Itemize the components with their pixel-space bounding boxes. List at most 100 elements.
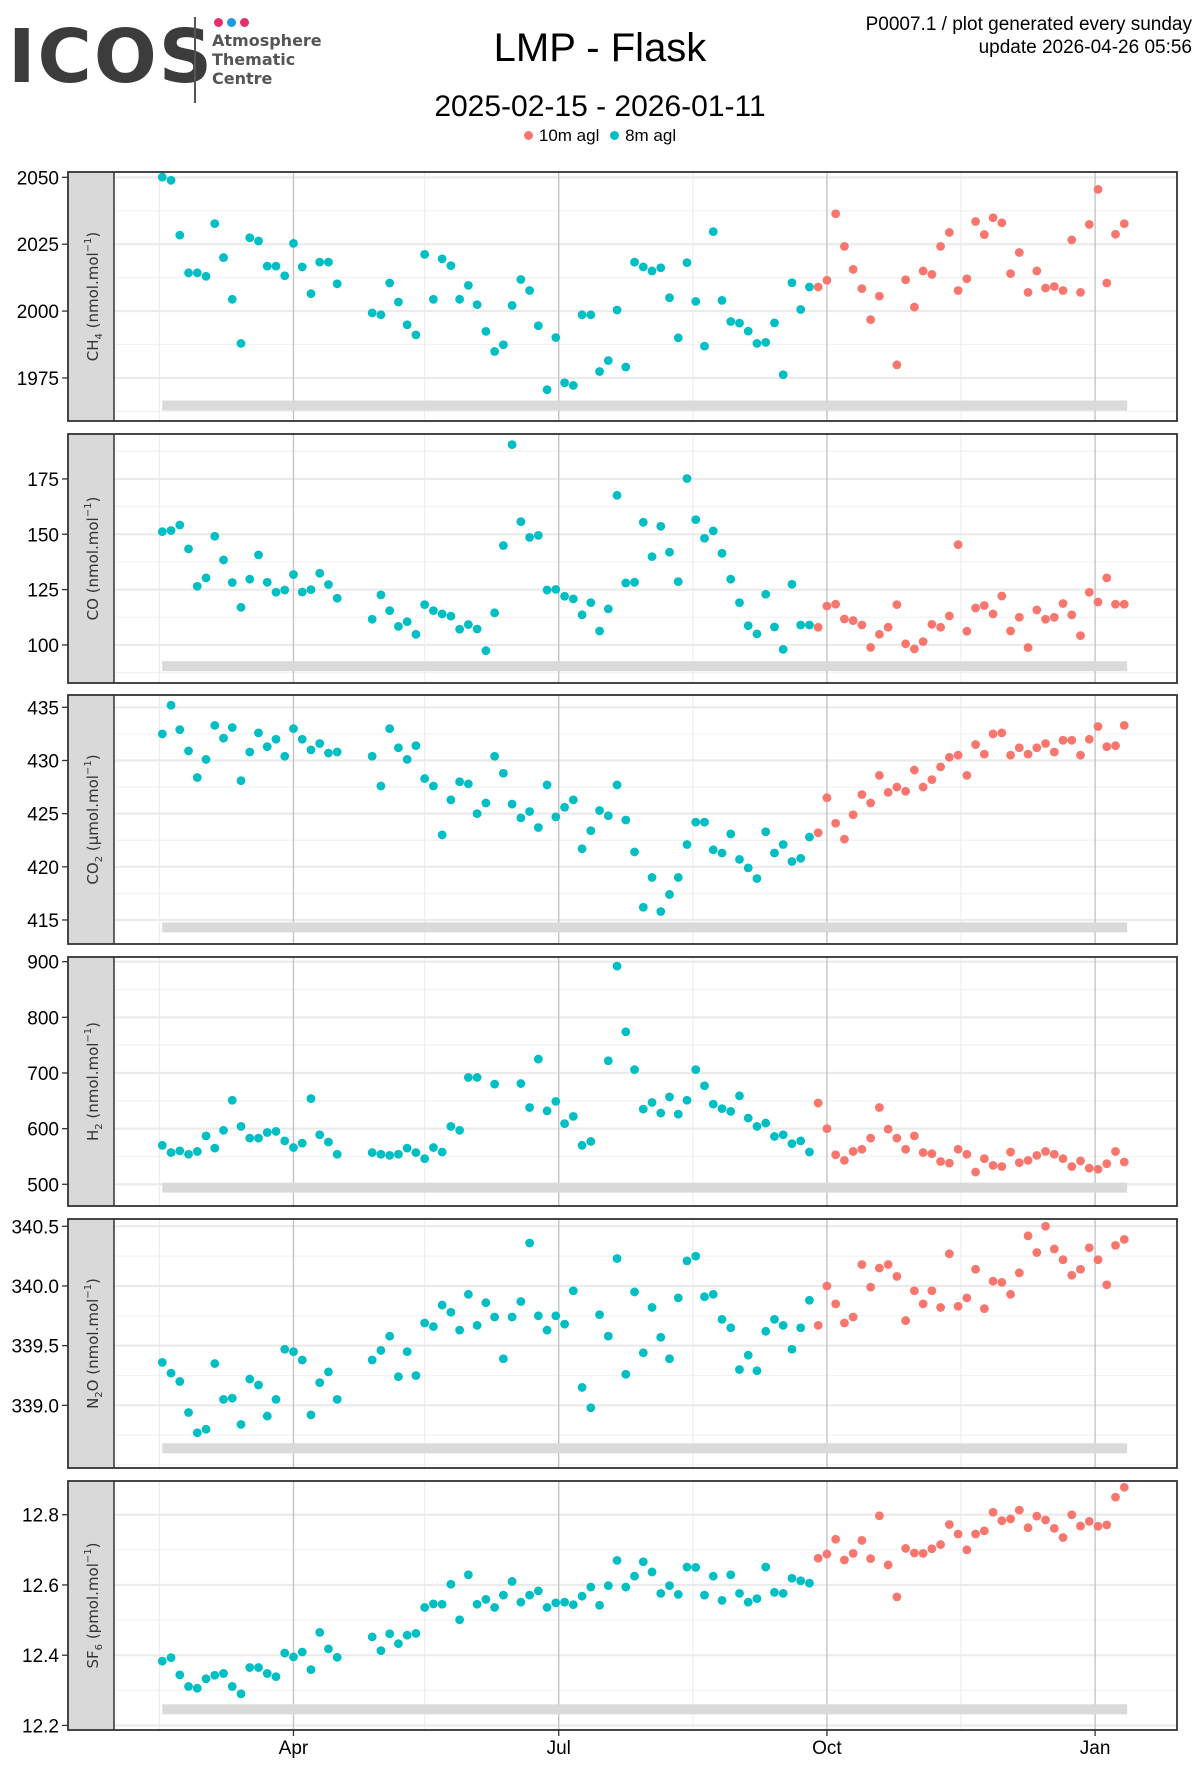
data-point xyxy=(1119,599,1129,609)
data-point xyxy=(551,1598,561,1608)
data-point xyxy=(638,1104,648,1114)
data-point xyxy=(805,832,814,842)
data-point xyxy=(612,490,622,500)
facet-label: H2 (nmol.mol−1) xyxy=(83,1022,105,1141)
data-point xyxy=(219,253,228,262)
data-point xyxy=(1111,741,1120,751)
data-point xyxy=(437,1300,447,1310)
data-point xyxy=(586,1137,596,1146)
data-point xyxy=(254,1380,263,1390)
data-point xyxy=(210,1143,220,1153)
data-point xyxy=(866,1282,876,1292)
data-point xyxy=(708,1099,718,1109)
data-point xyxy=(219,733,228,743)
data-point xyxy=(874,291,884,301)
data-point xyxy=(743,1350,753,1360)
data-point xyxy=(971,740,980,749)
data-point xyxy=(254,550,263,560)
data-point xyxy=(227,1682,237,1691)
data-point xyxy=(428,1143,438,1152)
label-subscript: 2 xyxy=(94,1391,105,1397)
data-point xyxy=(507,1312,517,1322)
data-point xyxy=(971,603,980,613)
data-point xyxy=(752,629,762,639)
data-point xyxy=(866,1554,876,1564)
data-point xyxy=(306,745,316,755)
data-point xyxy=(717,848,727,858)
y-tick-label: 500 xyxy=(27,1175,59,1196)
data-point xyxy=(542,1325,552,1335)
data-point xyxy=(901,1144,911,1154)
data-point xyxy=(481,1298,491,1308)
data-point xyxy=(1006,1147,1015,1157)
data-point xyxy=(796,305,806,314)
data-point xyxy=(778,644,788,654)
data-point xyxy=(472,300,482,310)
data-point xyxy=(175,1146,185,1156)
label-close: ) xyxy=(84,754,102,760)
logo-dot-icon xyxy=(240,18,249,27)
data-point xyxy=(175,520,185,530)
data-point xyxy=(595,806,604,815)
data-point xyxy=(245,574,255,584)
data-point xyxy=(525,532,534,542)
data-point xyxy=(874,770,884,780)
data-point xyxy=(428,606,438,616)
data-point xyxy=(621,578,631,588)
data-point xyxy=(1084,1516,1094,1526)
data-point xyxy=(516,1079,526,1088)
data-point xyxy=(236,602,246,612)
series-10m-agl xyxy=(813,540,1129,654)
y-tick-label: 435 xyxy=(27,698,59,719)
data-point xyxy=(997,1516,1007,1526)
x-tick-label: Apr xyxy=(279,1738,309,1759)
data-point xyxy=(568,1111,578,1121)
logo-wordmark: ICOS xyxy=(8,14,215,100)
label-species: H xyxy=(84,1130,102,1141)
data-point xyxy=(175,1377,185,1386)
data-point xyxy=(1023,1523,1033,1533)
data-point xyxy=(944,752,954,762)
data-point xyxy=(892,782,902,792)
data-point xyxy=(700,533,709,543)
data-point xyxy=(315,568,325,578)
facet-label: N2O (nmol.mol−1) xyxy=(83,1278,105,1409)
data-point xyxy=(603,604,613,614)
data-point xyxy=(227,723,237,732)
data-point xyxy=(1032,605,1042,615)
data-point xyxy=(638,902,648,912)
data-point xyxy=(647,1567,657,1577)
data-point xyxy=(787,1573,797,1583)
data-point xyxy=(612,1254,622,1263)
data-point xyxy=(892,360,902,370)
data-point xyxy=(918,1548,928,1558)
data-point xyxy=(324,1644,333,1654)
data-point xyxy=(219,555,228,565)
data-point xyxy=(560,591,569,601)
data-point xyxy=(367,1632,377,1642)
data-point xyxy=(551,1311,561,1321)
data-point xyxy=(883,787,893,797)
data-point xyxy=(192,773,202,782)
data-point xyxy=(157,1140,167,1150)
data-point xyxy=(796,853,806,863)
data-point xyxy=(236,1689,246,1699)
data-point xyxy=(883,1260,893,1269)
data-point xyxy=(700,341,709,351)
y-tick-label: 150 xyxy=(27,525,59,546)
data-point xyxy=(717,1596,727,1605)
panel-co: CO (nmol.mol−1) 100 125 150 175 xyxy=(27,433,1178,684)
data-point xyxy=(210,721,220,730)
data-point xyxy=(1058,1533,1068,1542)
data-point xyxy=(822,601,832,611)
plot-background xyxy=(114,434,1177,683)
label-superscript: −1 xyxy=(83,1284,94,1299)
data-point xyxy=(463,1570,473,1580)
data-point xyxy=(603,811,613,821)
data-point xyxy=(997,1277,1007,1287)
data-point xyxy=(726,1570,736,1580)
data-point xyxy=(770,1132,779,1141)
data-point xyxy=(944,1520,954,1529)
data-point xyxy=(385,724,395,733)
data-point xyxy=(805,1147,814,1157)
